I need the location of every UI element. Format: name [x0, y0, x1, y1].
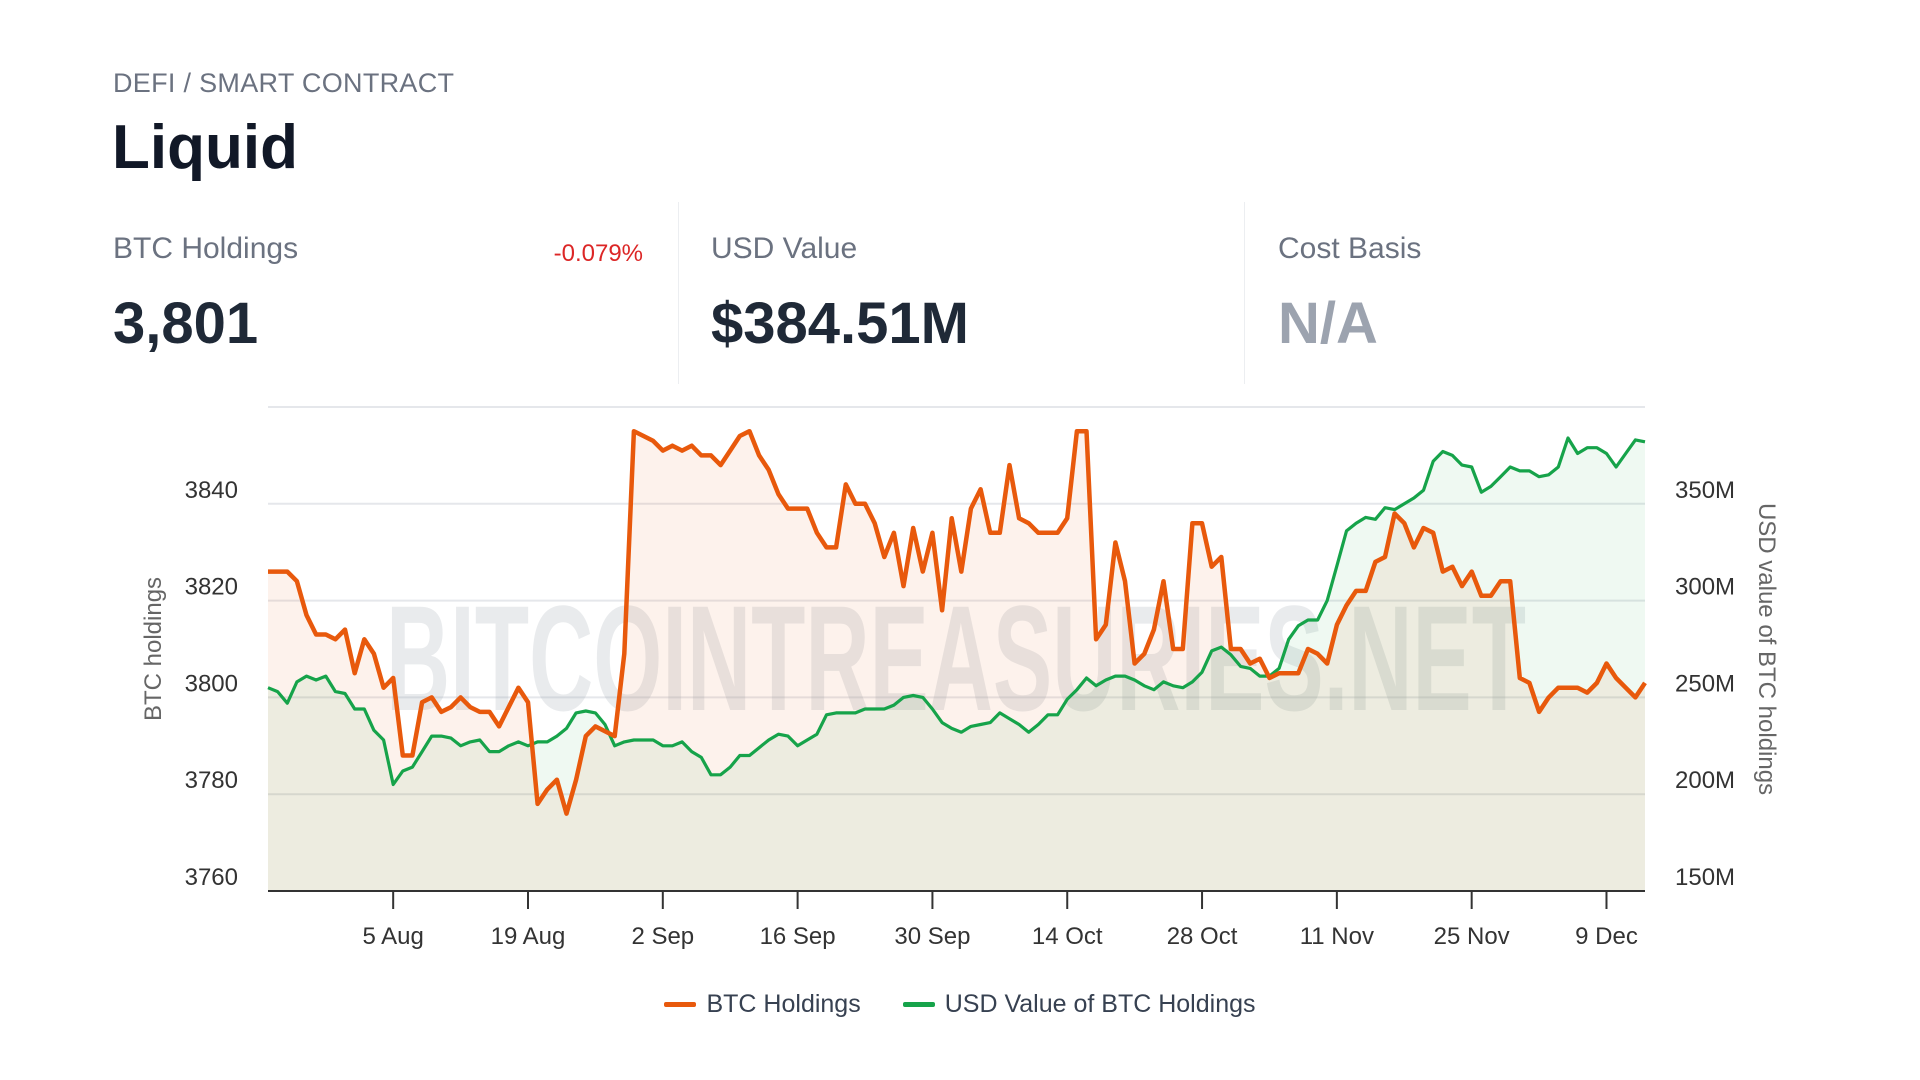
x-tick-label: 11 Nov — [1300, 923, 1374, 950]
usd-value-line — [267, 436, 1646, 787]
x-tick-label: 19 Aug — [491, 923, 566, 950]
stat-cost-basis: Cost Basis N/A — [1278, 228, 1778, 388]
legend-item-btc[interactable]: BTC Holdings — [664, 990, 861, 1019]
y-tick-label-left: 3840 — [185, 477, 238, 504]
legend-item-usd[interactable]: USD Value of BTC Holdings — [902, 990, 1256, 1019]
stat-value: 3,801 — [113, 291, 259, 356]
y-tick-label-right: 150M — [1675, 864, 1735, 891]
x-tick-label: 25 Nov — [1434, 923, 1510, 950]
btc-holdings-area — [268, 431, 1645, 891]
y-tick-label-left: 3780 — [185, 767, 238, 794]
y-tick-label-left: 3800 — [185, 670, 238, 697]
y-tick-label-right: 300M — [1675, 574, 1735, 601]
legend-label: USD Value of BTC Holdings — [944, 990, 1256, 1018]
stat-label: Cost Basis — [1278, 232, 1422, 265]
x-tick-label: 16 Sep — [760, 923, 836, 950]
x-tick-label: 9 Dec — [1575, 923, 1638, 950]
y-axis-title-right: USD value of BTC holdings — [1753, 503, 1780, 795]
x-tick-label: 30 Sep — [894, 923, 970, 950]
legend-swatch-btc — [664, 1002, 697, 1007]
breadcrumb: DEFI / SMART CONTRACT — [113, 68, 455, 98]
divider — [1244, 202, 1245, 384]
y-tick-label-left: 3760 — [185, 864, 238, 891]
x-tick-label: 14 Oct — [1032, 923, 1103, 950]
legend: BTC Holdings USD Value of BTC Holdings — [0, 990, 1920, 1019]
y-axis-title-left: BTC holdings — [140, 577, 167, 721]
stat-label: USD Value — [711, 232, 858, 265]
page-title: Liquid — [112, 113, 298, 182]
divider — [678, 202, 679, 384]
y-tick-label-right: 200M — [1675, 767, 1735, 794]
usd-value-area — [268, 438, 1645, 891]
stat-usd-value: USD Value $384.51M — [711, 228, 1211, 388]
x-tick-label: 5 Aug — [362, 923, 423, 950]
legend-swatch-usd — [902, 1002, 935, 1007]
change-badge: -0.079% — [553, 240, 643, 267]
stat-label: BTC Holdings — [113, 232, 299, 265]
y-tick-label-right: 250M — [1675, 670, 1735, 697]
stat-btc-holdings: BTC Holdings -0.079% 3,801 — [113, 228, 643, 388]
x-tick-label: 2 Sep — [631, 923, 694, 950]
x-tick-label: 28 Oct — [1167, 923, 1238, 950]
btc-holdings-line — [268, 428, 1647, 816]
y-tick-label-right: 350M — [1675, 477, 1735, 504]
stat-value: $384.51M — [711, 291, 969, 356]
legend-label: BTC Holdings — [706, 990, 861, 1018]
stat-value: N/A — [1278, 291, 1378, 356]
y-tick-label-left: 3820 — [185, 574, 238, 601]
